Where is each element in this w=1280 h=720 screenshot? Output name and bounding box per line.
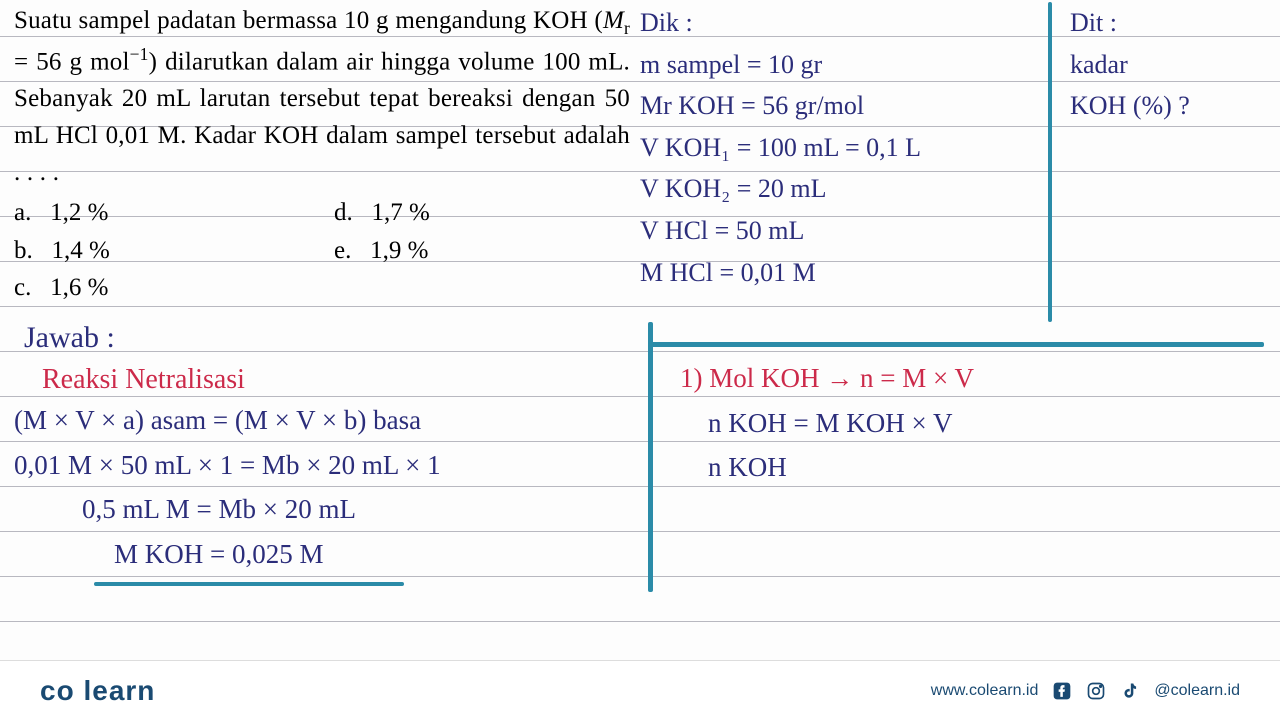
- equation-block: (M × V × a) asam = (M × V × b) basa 0,01…: [14, 398, 441, 576]
- logo-co: co: [40, 675, 75, 706]
- option-c: c. 1,6 %: [14, 269, 334, 307]
- mol-line: n KOH: [680, 445, 974, 490]
- mol-block: 1) Mol KOH → n = M × V n KOH = M KOH × V…: [680, 356, 974, 490]
- eq-line: 0,01 M × 50 mL × 1 = Mb × 20 mL × 1: [14, 443, 441, 488]
- eq-line: M KOH = 0,025 M: [14, 532, 441, 577]
- mol-title: 1) Mol KOH → n = M × V: [680, 356, 974, 401]
- option-e: e. 1,9 %: [334, 232, 428, 270]
- logo-learn: learn: [83, 675, 155, 706]
- option-b: b. 1,4 %: [14, 232, 334, 270]
- dik-line: V HCl = 50 mL: [640, 210, 1040, 252]
- tiktok-icon: [1120, 681, 1140, 701]
- dit-line: kadar: [1070, 44, 1270, 86]
- jawab-label: Jawab :: [24, 314, 115, 362]
- eq-line: 0,5 mL M = Mb × 20 mL: [14, 487, 441, 532]
- divider-vertical-right: [1048, 2, 1052, 322]
- mol-line: n KOH = M KOH × V: [680, 401, 974, 446]
- option-a: a. 1,2 %: [14, 194, 334, 232]
- instagram-icon: [1086, 681, 1106, 701]
- dit-line: KOH (%) ?: [1070, 85, 1270, 127]
- question-text: Suatu sampel padatan bermassa 10 g menga…: [14, 2, 630, 191]
- dit-block: Dit : kadar KOH (%) ?: [1070, 2, 1270, 127]
- underline-result: [94, 582, 404, 586]
- dik-line: V KOH₁ = 100 mL = 0,1 L: [640, 127, 1040, 169]
- dik-block: Dik : m sampel = 10 gr Mr KOH = 56 gr/mo…: [640, 2, 1040, 293]
- eq-line: (M × V × a) asam = (M × V × b) basa: [14, 398, 441, 443]
- facebook-icon: [1052, 681, 1072, 701]
- dik-line: V KOH₂ = 20 mL: [640, 168, 1040, 210]
- dik-line: M HCl = 0,01 M: [640, 252, 1040, 294]
- footer-handle: @colearn.id: [1154, 682, 1240, 700]
- dik-title: Dik :: [640, 2, 1040, 44]
- dit-title: Dit :: [1070, 2, 1270, 44]
- footer-url: www.colearn.id: [931, 682, 1039, 700]
- footer: co learn www.colearn.id @colearn.id: [0, 660, 1280, 720]
- dik-line: m sampel = 10 gr: [640, 44, 1040, 86]
- divider-horizontal: [648, 342, 1264, 347]
- reaksi-title: Reaksi Netralisasi: [42, 358, 245, 403]
- dik-line: Mr KOH = 56 gr/mol: [640, 85, 1040, 127]
- divider-vertical-mid: [648, 322, 653, 592]
- answer-options: a. 1,2 % d. 1,7 % b. 1,4 % e. 1,9 % c. 1…: [14, 194, 430, 307]
- option-d: d. 1,7 %: [334, 194, 430, 232]
- footer-right: www.colearn.id @colearn.id: [931, 681, 1240, 701]
- brand-logo: co learn: [40, 675, 155, 707]
